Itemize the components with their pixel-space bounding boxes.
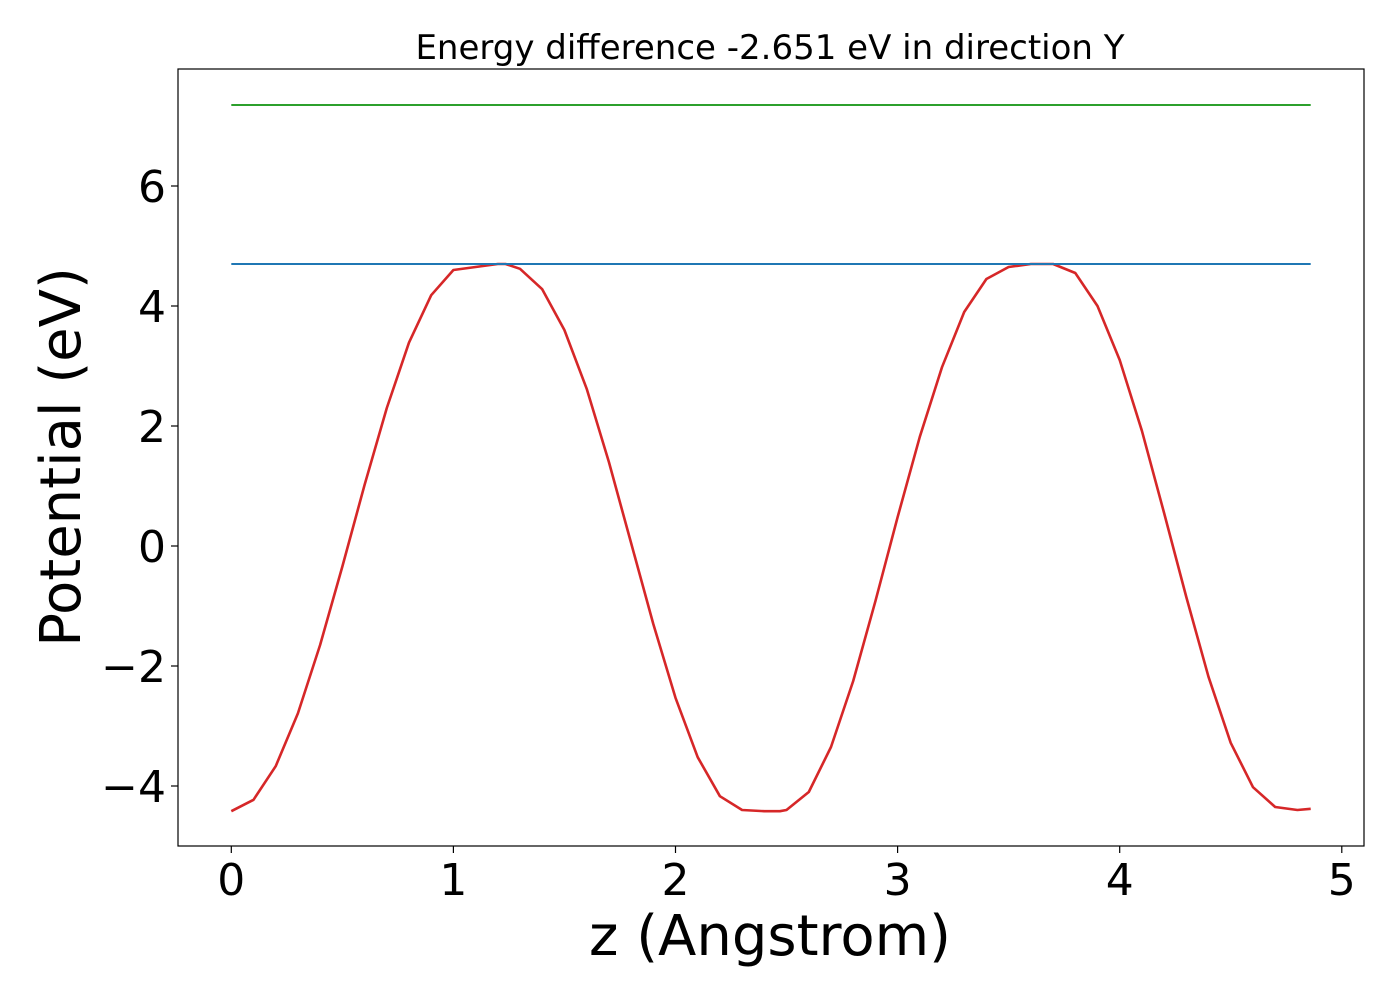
y-tick-label: −4 [101,762,166,813]
y-axis-label: Potential (eV) [29,267,94,647]
y-tick-label: −2 [101,642,166,693]
x-axis-label: z (Angstrom) [589,904,951,969]
x-tick-label: 0 [217,855,245,906]
x-axis: 0 1 2 3 4 5 [217,846,1356,906]
x-tick-label: 5 [1328,855,1356,906]
plot-frame [177,68,1365,847]
y-tick-label: 4 [138,282,166,333]
x-tick-label: 4 [1106,855,1134,906]
x-tick-label: 1 [439,855,467,906]
plot-area [230,104,1311,813]
y-tick-label: 2 [138,402,166,453]
y-tick-label: 0 [138,522,166,573]
y-tick-label: 6 [138,162,166,213]
chart-title: Energy difference -2.651 eV in direction… [415,28,1124,68]
x-tick-label: 3 [884,855,912,906]
y-axis: −4 −2 0 2 4 6 [101,162,178,813]
series-line-0 [230,262,1311,813]
x-tick-label: 2 [661,855,689,906]
